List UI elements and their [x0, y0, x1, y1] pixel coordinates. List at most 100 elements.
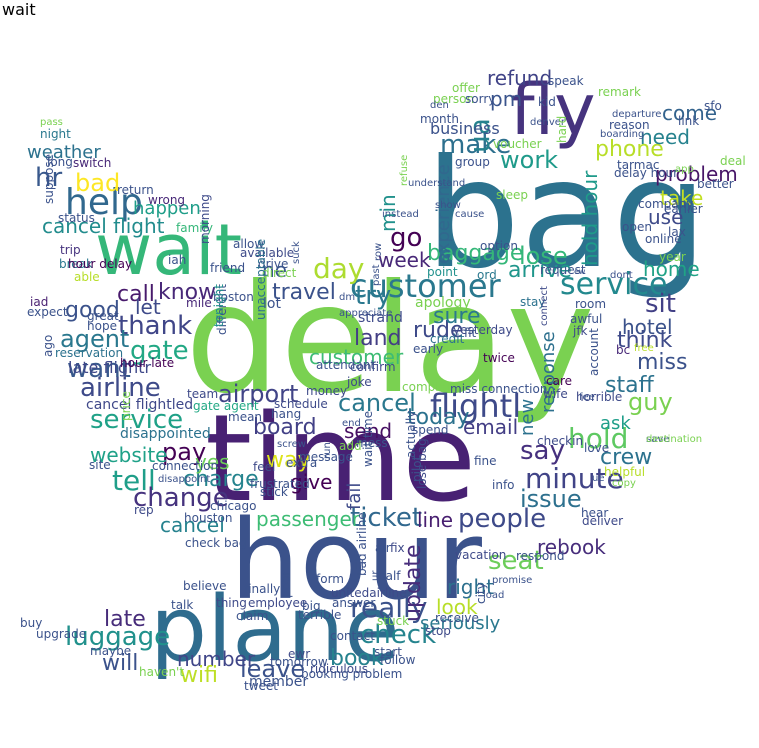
word-friend: friend — [210, 261, 246, 275]
word-better: better — [697, 177, 734, 191]
word-horrible: horrible — [576, 390, 623, 404]
word-company: company — [638, 197, 694, 211]
word-credit: credit — [430, 332, 465, 346]
word-pass: pass — [40, 117, 63, 128]
word-leave: leave — [240, 655, 306, 683]
word-today: today — [407, 405, 470, 430]
word-long: long — [47, 155, 73, 169]
word-disappoint: disappoint — [158, 474, 211, 485]
word-room: room — [575, 297, 607, 311]
word-bad: bad — [75, 169, 121, 197]
word-reservation: reservation — [55, 346, 124, 360]
word-love: love — [584, 441, 610, 455]
word-agent: agent — [60, 325, 130, 353]
word-charge: charge — [183, 467, 259, 492]
word-status: status — [58, 211, 95, 225]
word-drive: drive — [258, 257, 289, 271]
word-extra: extra — [286, 456, 318, 470]
word-come: come — [662, 101, 718, 125]
word-miss: miss — [637, 350, 688, 375]
word-cause: cause — [455, 209, 485, 220]
word-poor: poor — [279, 570, 293, 598]
word-plane: plane — [150, 577, 400, 682]
word-understand: understand — [408, 178, 466, 189]
word-rude: rude — [413, 318, 464, 343]
word-spend: spend — [412, 423, 449, 437]
word-yes: yes — [195, 450, 230, 474]
word-gate: gate — [130, 336, 189, 366]
word-know: know — [158, 280, 217, 305]
word-website: website — [90, 443, 168, 467]
word-half: half — [378, 569, 401, 583]
word-trip: trip — [60, 243, 81, 257]
word-pm: pm — [490, 87, 523, 111]
word-book: book — [330, 646, 384, 671]
word-hr: hr — [35, 163, 63, 193]
word-send: send — [344, 419, 393, 443]
word-show: show — [435, 200, 461, 211]
word-service: service — [560, 267, 668, 302]
word-screw: screw — [277, 439, 306, 450]
word-sit: sit — [645, 289, 676, 319]
word-apology: apology — [415, 295, 471, 311]
word-family: family — [176, 221, 214, 235]
word-person: person — [433, 92, 475, 106]
word-terrible: terrible — [298, 608, 342, 622]
word-earlier: earlier — [664, 202, 703, 216]
word-morning: morning — [198, 194, 212, 244]
word-joke: joke — [347, 375, 372, 389]
word-break: break — [59, 257, 93, 271]
word-board: board — [253, 415, 317, 440]
word-land: land — [354, 326, 402, 351]
word-yesterday: yesterday — [453, 323, 513, 337]
word-confirm: confirm — [350, 360, 396, 374]
word-thank: thank — [118, 311, 193, 341]
word-weather: weather — [27, 142, 101, 163]
word-week: week — [378, 248, 431, 272]
word-upgrade: upgrade — [36, 627, 87, 641]
word-frustrated: frustrated — [250, 477, 310, 491]
word-ew: ew — [574, 267, 586, 276]
word-ask: ask — [600, 413, 631, 434]
word-hang: hang — [271, 407, 302, 421]
word-iad: iad — [30, 295, 49, 309]
word-rep: rep — [134, 503, 154, 517]
word-check: check — [360, 620, 437, 650]
word-tell: tell — [112, 464, 156, 497]
word-complaint: complaint — [402, 380, 462, 394]
word-past: past — [371, 264, 382, 286]
word-offer: offer — [452, 81, 480, 95]
word-departure: departure — [612, 109, 662, 120]
word-minute: minute — [525, 462, 624, 495]
word-connect: connect — [539, 286, 550, 326]
word-request: request — [540, 263, 586, 277]
word-money: money — [306, 384, 348, 398]
word-mile: mile — [186, 296, 212, 310]
word-hard: hard — [555, 115, 569, 143]
word-cancel-flightled: cancel flightled — [86, 397, 194, 413]
word-member: member — [249, 674, 309, 690]
word-fee: fee — [579, 392, 595, 403]
word-fine: fine — [474, 454, 497, 468]
word-run: run — [322, 442, 333, 459]
word-ur: ur — [370, 570, 381, 581]
word-email: email — [463, 415, 519, 439]
word-hope: hope — [87, 319, 117, 333]
word-disappointed: disappointed — [120, 426, 211, 442]
word-big: big — [302, 599, 321, 613]
word-say: say — [520, 436, 565, 466]
word-late-flightr: late flightr — [68, 358, 152, 377]
word-speak: speak — [548, 74, 584, 88]
word-rebook: rebook — [537, 535, 606, 559]
word-hear: hear — [581, 506, 609, 520]
word-boarding: boarding — [600, 129, 645, 140]
word-hold: hold — [568, 422, 629, 455]
word-reason: reason — [609, 118, 650, 132]
word-change: change — [133, 483, 229, 513]
word-form: form — [316, 572, 344, 586]
word-fix: fix — [390, 541, 405, 555]
word-mess: mess — [356, 436, 388, 450]
word-unacceptable: unacceptable — [254, 238, 268, 320]
word-airline: airline — [80, 373, 161, 403]
